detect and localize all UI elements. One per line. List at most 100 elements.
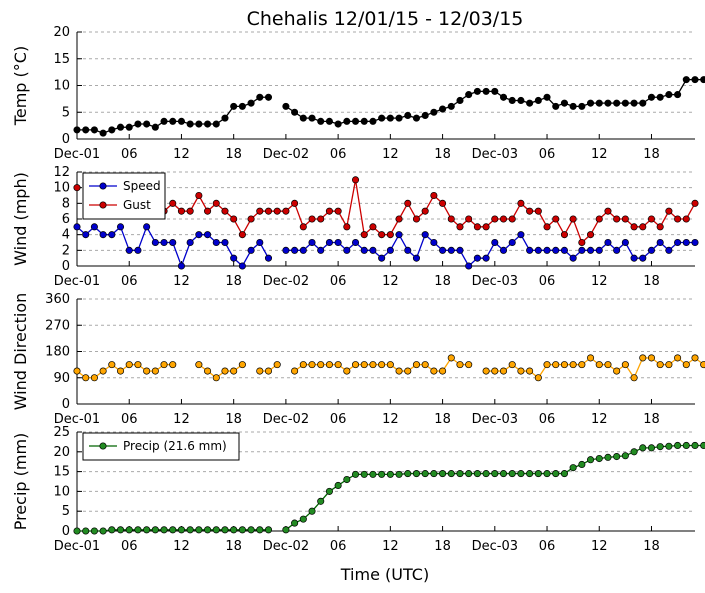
data-point-speed bbox=[291, 246, 299, 254]
data-point-gust bbox=[552, 215, 560, 223]
y-tick-label: 5 bbox=[62, 504, 70, 519]
data-point-direction bbox=[116, 367, 125, 375]
data-point-temp bbox=[186, 120, 194, 128]
chart-panel-precip: 0 5 10 15 20 25 Dec-01 06 12 18 Dec-02 06 12 18 Dec-03… bbox=[11, 425, 705, 554]
legend-label-precip: Precip (21.6 mm) bbox=[123, 439, 227, 453]
data-point-gust bbox=[613, 215, 621, 223]
data-point-speed bbox=[82, 231, 90, 239]
y-tick-label: 15 bbox=[53, 52, 70, 67]
data-point-gust bbox=[317, 215, 325, 223]
data-point-gust bbox=[212, 199, 220, 207]
x-tick-label: 18 bbox=[643, 274, 660, 289]
data-point-temp bbox=[282, 102, 290, 110]
data-point-precip bbox=[421, 470, 429, 478]
data-point-precip bbox=[665, 442, 673, 450]
x-tick-label: Dec-03 bbox=[472, 147, 518, 162]
data-point-direction bbox=[151, 367, 159, 375]
data-point-speed bbox=[308, 238, 316, 247]
data-point-precip bbox=[404, 470, 412, 478]
data-point-direction bbox=[360, 361, 368, 369]
data-point-precip bbox=[99, 527, 107, 535]
data-point-speed bbox=[334, 238, 342, 247]
x-tick-label: 12 bbox=[591, 274, 608, 289]
data-point-precip bbox=[430, 470, 438, 478]
x-tick-label: 12 bbox=[591, 412, 608, 427]
data-point-precip bbox=[90, 527, 98, 535]
data-point-precip bbox=[526, 470, 534, 478]
data-point-precip bbox=[439, 470, 447, 478]
data-point-gust bbox=[682, 215, 690, 223]
data-point-gust bbox=[404, 199, 412, 207]
data-point-gust bbox=[586, 231, 595, 239]
data-point-gust bbox=[169, 199, 177, 207]
data-point-speed bbox=[143, 223, 151, 231]
data-point-precip bbox=[674, 441, 682, 450]
data-point-gust bbox=[204, 207, 212, 215]
data-point-gust bbox=[395, 215, 403, 223]
data-point-speed bbox=[204, 231, 212, 239]
data-point-precip bbox=[264, 526, 273, 534]
data-point-speed bbox=[465, 262, 473, 270]
data-point-gust bbox=[543, 223, 551, 231]
data-point-direction bbox=[412, 361, 421, 369]
data-point-direction bbox=[343, 367, 351, 375]
data-point-temp bbox=[308, 114, 316, 122]
data-point-temp bbox=[334, 120, 342, 128]
data-point-temp bbox=[212, 120, 220, 128]
x-tick-label: Dec-02 bbox=[263, 147, 309, 162]
x-axis-label: Time (UTC) bbox=[340, 565, 429, 584]
data-point-gust bbox=[264, 207, 273, 215]
data-point-temp bbox=[169, 117, 177, 125]
series-line-direction bbox=[486, 357, 705, 380]
data-point-gust bbox=[665, 207, 673, 215]
data-point-gust bbox=[247, 215, 255, 223]
data-point-precip bbox=[134, 526, 142, 534]
data-point-gust bbox=[334, 207, 342, 215]
data-point-precip bbox=[282, 526, 290, 534]
x-tick-label: Dec-02 bbox=[263, 412, 309, 427]
data-point-direction bbox=[369, 361, 377, 369]
data-point-temp bbox=[560, 99, 568, 107]
x-tick-label: 06 bbox=[330, 274, 347, 289]
data-point-direction bbox=[543, 361, 551, 369]
data-point-precip bbox=[238, 526, 246, 534]
y-tick-label: 0 bbox=[62, 524, 70, 539]
data-point-temp bbox=[595, 99, 603, 107]
data-point-speed bbox=[264, 254, 273, 262]
data-point-precip bbox=[369, 470, 377, 478]
data-point-speed bbox=[256, 238, 264, 247]
data-point-precip bbox=[534, 470, 542, 478]
y-tick-label: 180 bbox=[45, 345, 70, 360]
series-line-temp bbox=[77, 96, 269, 134]
legend-label-speed: Speed bbox=[123, 179, 161, 193]
data-point-precip bbox=[221, 526, 229, 534]
data-point-gust bbox=[560, 231, 568, 239]
data-point-direction bbox=[160, 361, 168, 369]
data-point-precip bbox=[682, 441, 690, 450]
data-point-temp bbox=[430, 108, 438, 116]
data-point-precip bbox=[447, 470, 455, 478]
data-point-direction bbox=[604, 361, 612, 369]
data-point-gust bbox=[343, 223, 351, 231]
data-point-direction bbox=[404, 367, 412, 375]
data-point-temp bbox=[700, 76, 705, 84]
y-axis-label: Wind Direction bbox=[11, 293, 30, 411]
y-tick-label: 12 bbox=[53, 165, 70, 180]
data-point-temp bbox=[221, 114, 229, 122]
data-point-speed bbox=[534, 246, 542, 254]
y-tick-label: 20 bbox=[53, 25, 70, 40]
data-point-precip bbox=[543, 470, 551, 478]
data-point-gust bbox=[656, 223, 664, 231]
data-point-precip bbox=[343, 475, 351, 484]
series-line-gust bbox=[146, 179, 696, 244]
data-point-direction bbox=[334, 361, 342, 369]
x-tick-label: 12 bbox=[382, 147, 399, 162]
data-point-precip bbox=[499, 470, 508, 478]
x-tick-label: 06 bbox=[539, 274, 556, 289]
x-tick-label: 12 bbox=[173, 412, 190, 427]
data-point-precip bbox=[334, 481, 342, 490]
data-point-temp bbox=[125, 123, 133, 131]
data-point-temp bbox=[351, 117, 360, 125]
data-point-speed bbox=[674, 238, 682, 247]
data-point-speed bbox=[230, 254, 238, 262]
